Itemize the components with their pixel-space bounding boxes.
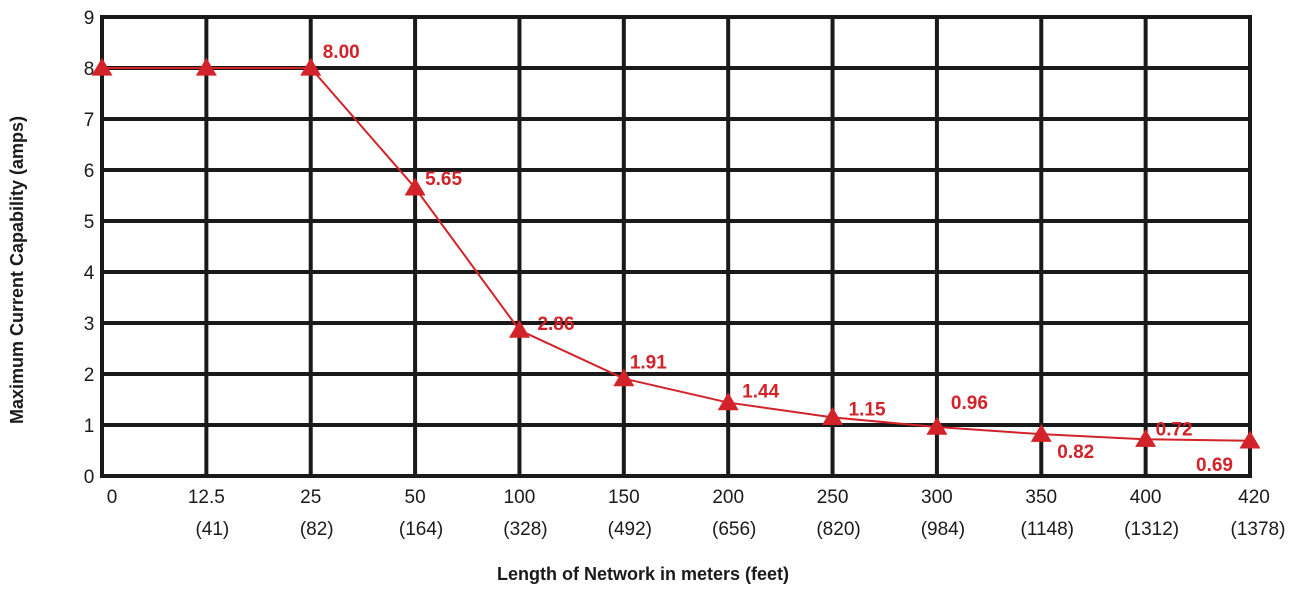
- x-tick-label: 12.5: [188, 487, 225, 508]
- data-label: 1.44: [742, 382, 779, 403]
- chart-grid: [100, 15, 1252, 478]
- data-label: 1.15: [849, 399, 886, 420]
- data-point-marker: [508, 319, 530, 338]
- y-tick-label: 7: [84, 110, 95, 131]
- y-axis-label: Maximum Current Capability (amps): [7, 116, 27, 424]
- data-point-marker: [1135, 429, 1157, 447]
- data-label: 5.65: [425, 169, 462, 190]
- x-tick-label: 400: [1130, 487, 1162, 508]
- x-tick-label: 250: [817, 487, 849, 508]
- data-point-marker: [1239, 430, 1261, 449]
- x-tick-label-feet: (492): [608, 519, 652, 540]
- data-label: 1.91: [630, 353, 667, 374]
- y-axis-ticks: 0 1 2 3 4 5 6 7 8 9: [84, 8, 95, 488]
- data-point-marker: [195, 57, 217, 76]
- x-tick-label: 150: [608, 487, 640, 508]
- x-tick-label-feet: (1312): [1124, 519, 1179, 540]
- data-point-marker: [1030, 423, 1052, 442]
- data-label: 2.86: [537, 314, 574, 335]
- x-axis-ticks: 0 12.5 (41) 25 (82) 50 (164) 100 (328) 150 (492) 20…: [107, 487, 1286, 540]
- x-tick-label: 200: [712, 487, 744, 508]
- x-tick-label: 350: [1025, 487, 1057, 508]
- data-label: 0.72: [1156, 419, 1193, 440]
- series-line: [102, 67, 1251, 442]
- x-tick-label-feet: (328): [503, 519, 547, 540]
- x-tick-label-feet: (41): [195, 519, 229, 540]
- y-tick-label: 9: [84, 8, 95, 29]
- data-point-marker: [404, 177, 426, 196]
- data-point-marker: [300, 57, 322, 76]
- x-tick-label-feet: (82): [300, 519, 334, 540]
- data-labels: 8.00 5.65 2.86 1.91 1.44 1.15 0.96 0.82 0.720.69: [323, 42, 1233, 476]
- data-point-marker: [91, 57, 113, 76]
- y-tick-label: 6: [84, 161, 95, 182]
- data-point-marker: [613, 368, 635, 387]
- x-tick-label: 25: [300, 487, 321, 508]
- data-label: 8.00: [323, 42, 360, 63]
- x-tick-label: 50: [405, 487, 426, 508]
- x-tick-label: 100: [504, 487, 536, 508]
- data-label: 0.96: [951, 393, 988, 414]
- x-tick-label-feet: (820): [816, 519, 860, 540]
- x-tick-label-feet: (164): [399, 519, 443, 540]
- y-tick-label: 8: [84, 59, 95, 80]
- y-tick-label: 2: [84, 365, 95, 386]
- x-tick-label-feet: (1378): [1231, 519, 1286, 540]
- x-tick-label-feet: (656): [712, 519, 756, 540]
- x-tick-label: 420: [1238, 487, 1270, 508]
- y-tick-label: 5: [84, 212, 95, 233]
- data-point-marker: [822, 407, 844, 425]
- y-tick-label: 4: [84, 263, 95, 284]
- x-tick-label: 300: [921, 487, 953, 508]
- y-tick-label: 1: [84, 416, 95, 437]
- x-tick-label-feet: (1148): [1021, 519, 1075, 540]
- y-tick-label: 0: [84, 467, 95, 488]
- x-tick-label: 0: [107, 487, 118, 508]
- x-tick-label-feet: (984): [921, 519, 965, 540]
- data-label: 0.69: [1196, 455, 1233, 476]
- data-point-marker: [926, 416, 948, 435]
- plot-frame: [100, 15, 1252, 478]
- y-tick-label: 3: [84, 314, 95, 335]
- series-group: [91, 57, 1261, 449]
- data-point-marker: [717, 392, 739, 411]
- x-axis-label: Length of Network in meters (feet): [497, 564, 789, 584]
- data-label: 0.82: [1057, 442, 1094, 463]
